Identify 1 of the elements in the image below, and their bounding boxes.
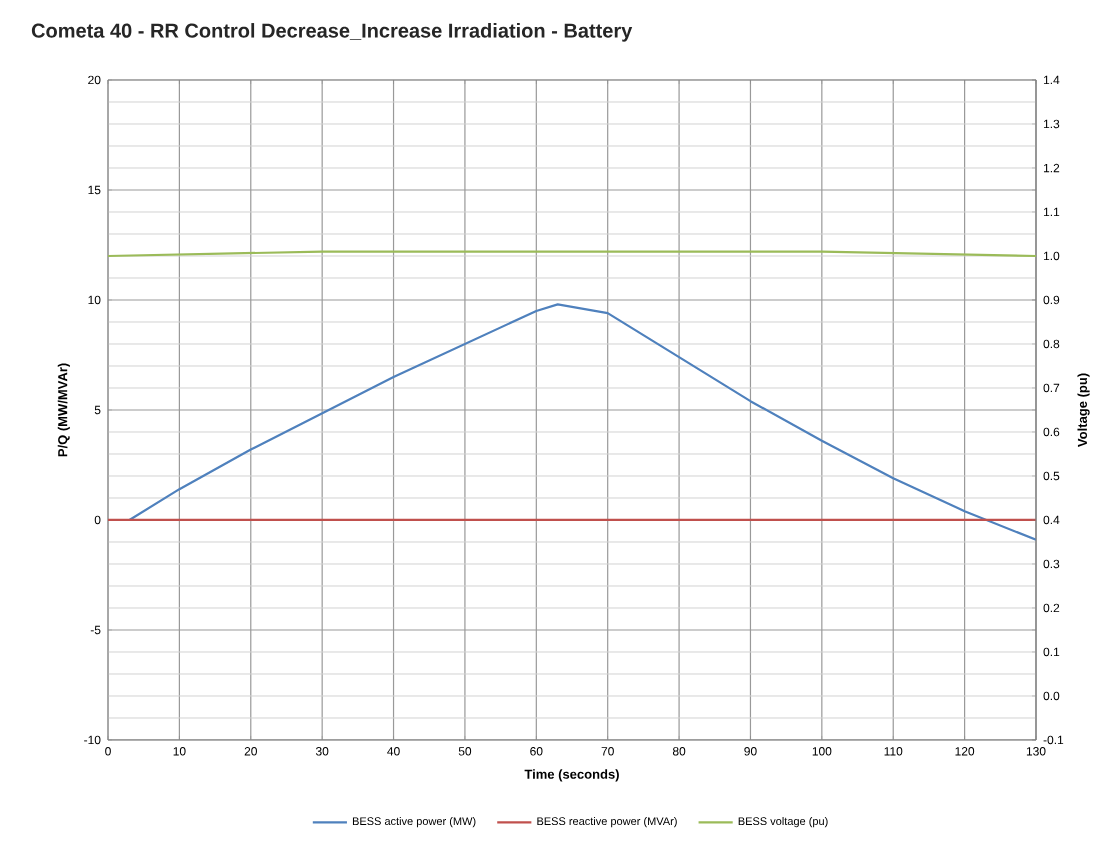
chart-title: Cometa 40 - RR Control Decrease_Increase Irradiation - Battery xyxy=(31,23,633,42)
